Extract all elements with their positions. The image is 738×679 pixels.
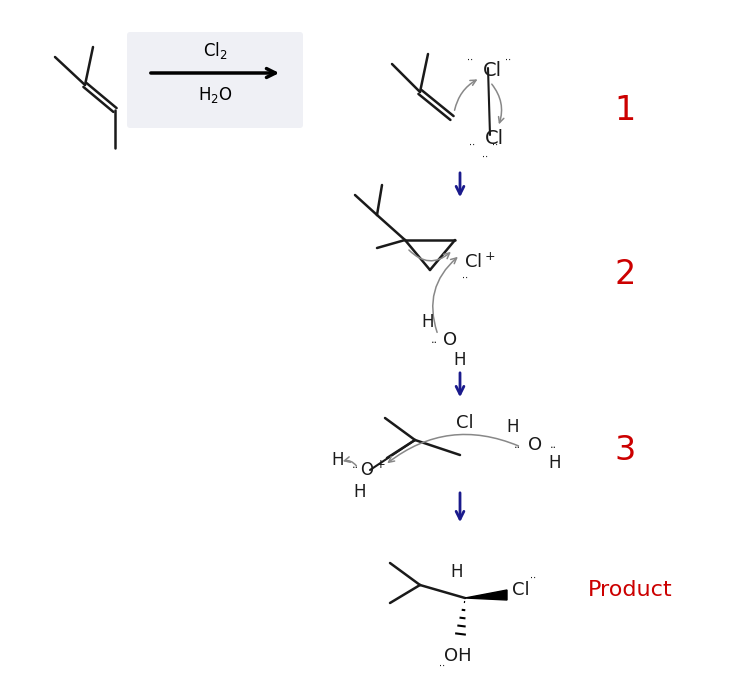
Text: ⋅⋅: ⋅⋅ <box>550 443 556 453</box>
Text: 3: 3 <box>614 433 635 466</box>
Text: ⋅⋅: ⋅⋅ <box>430 338 438 348</box>
Text: 1: 1 <box>614 94 635 126</box>
Text: H: H <box>454 351 466 369</box>
Text: ⋅⋅: ⋅⋅ <box>482 152 488 162</box>
Text: Cl: Cl <box>484 128 503 147</box>
FancyBboxPatch shape <box>127 32 303 128</box>
Text: Product: Product <box>587 580 672 600</box>
Polygon shape <box>465 590 507 600</box>
Text: H$_2$O: H$_2$O <box>198 85 232 105</box>
Text: ⋅⋅: ⋅⋅ <box>467 55 473 65</box>
Text: H: H <box>507 418 520 436</box>
Text: Cl: Cl <box>456 414 474 432</box>
Text: ⋅⋅: ⋅⋅ <box>514 443 520 453</box>
Text: Cl$^+$: Cl$^+$ <box>464 253 496 272</box>
Text: OH: OH <box>444 647 472 665</box>
Text: ⋅⋅: ⋅⋅ <box>462 273 468 283</box>
Text: O: O <box>443 331 457 349</box>
Text: Cl: Cl <box>512 581 530 599</box>
Text: ⋅⋅: ⋅⋅ <box>505 55 511 65</box>
Text: Cl: Cl <box>483 60 502 79</box>
Text: ⋅⋅: ⋅⋅ <box>492 140 498 150</box>
Text: H: H <box>451 563 463 581</box>
Text: O: O <box>528 436 542 454</box>
Text: ⋅⋅: ⋅⋅ <box>351 463 359 473</box>
Text: H: H <box>354 483 366 501</box>
Text: ⋅⋅: ⋅⋅ <box>469 140 475 150</box>
Text: 2: 2 <box>614 259 635 291</box>
Text: ⋅⋅: ⋅⋅ <box>439 661 445 671</box>
Text: H: H <box>421 313 434 331</box>
Text: O$^+$: O$^+$ <box>360 460 386 479</box>
Text: ⋅⋅: ⋅⋅ <box>530 573 536 583</box>
Text: Cl$_2$: Cl$_2$ <box>203 40 227 61</box>
Text: H: H <box>332 451 344 469</box>
Text: H: H <box>549 454 562 472</box>
